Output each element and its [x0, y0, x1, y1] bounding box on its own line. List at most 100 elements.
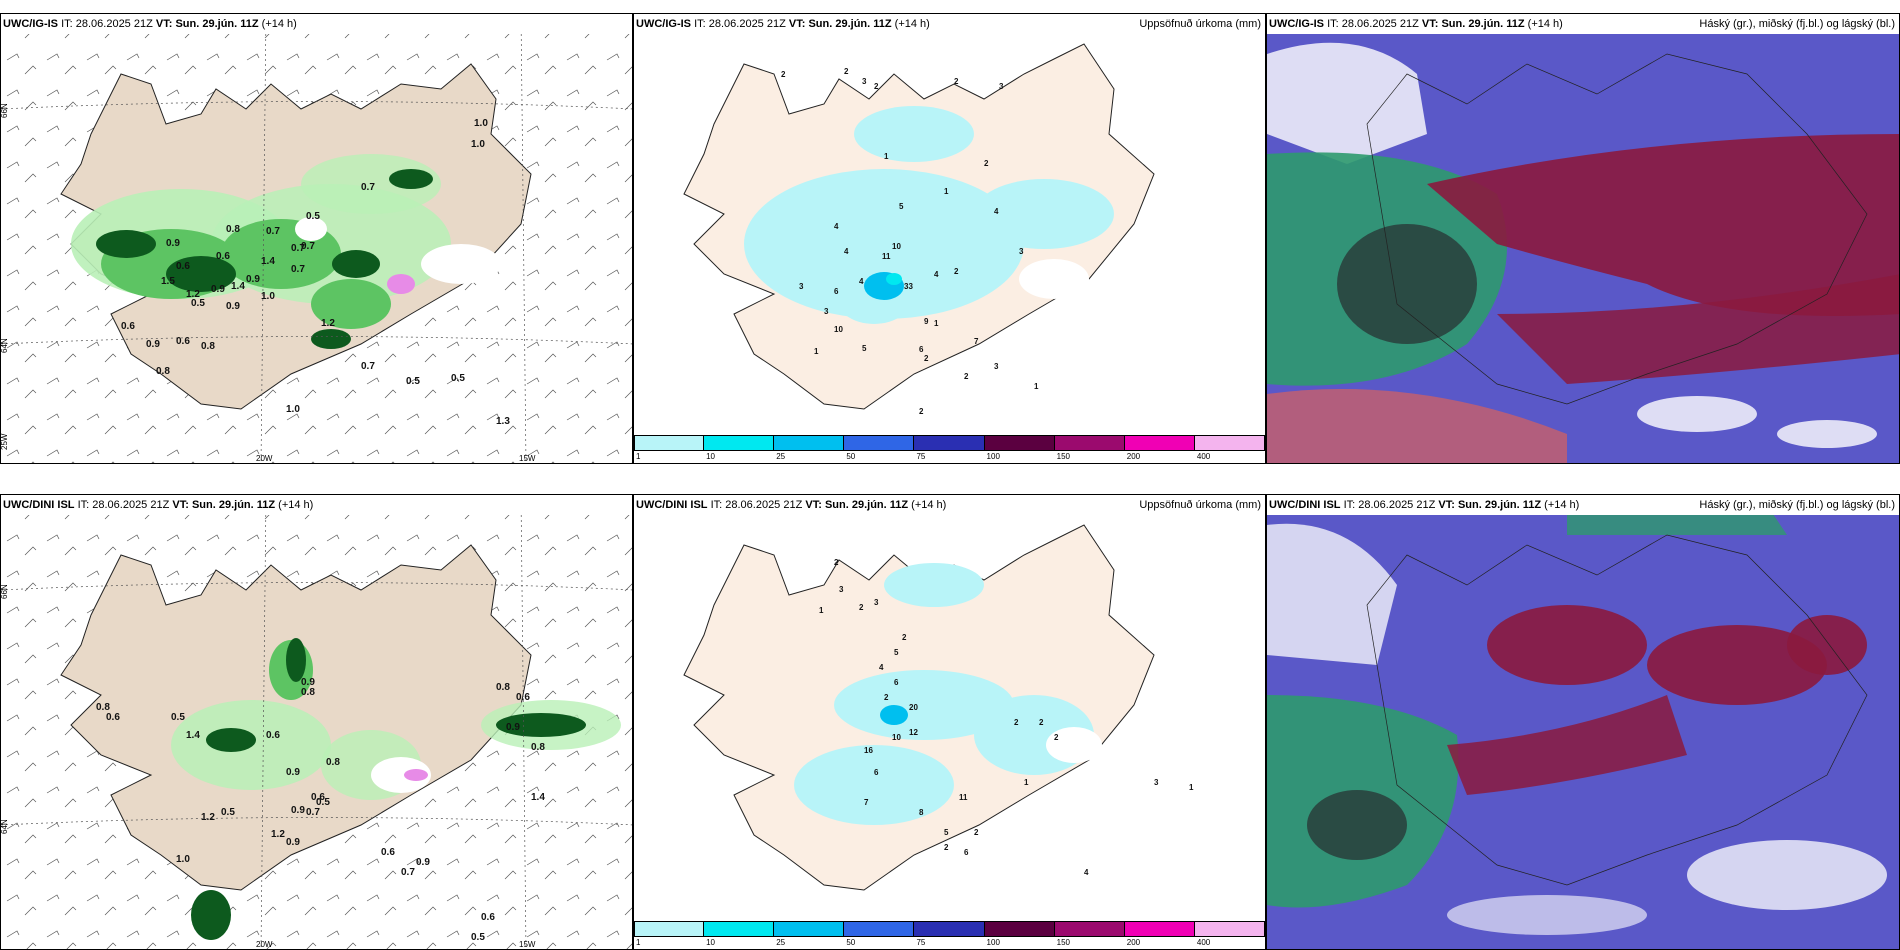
precip-value: 0.9: [301, 677, 315, 688]
precip-value: 0.5: [316, 797, 330, 808]
precip-shading: [171, 638, 621, 940]
valid-time-label: VT:: [155, 18, 173, 30]
colorbar-swatch: [844, 435, 915, 451]
lat-label: 66N: [1, 584, 9, 599]
precip-value: 1.4: [231, 281, 245, 292]
field-title: Uppsöfnuð úrkoma (mm): [1139, 18, 1261, 30]
colorbar-tick: 150: [1056, 938, 1071, 947]
precip-value: 1: [934, 319, 939, 328]
precip-value: 0.6: [176, 261, 190, 272]
model-name: UWC/IG-IS: [3, 18, 58, 30]
precip-value: 0.9: [286, 767, 300, 778]
precip-value: 0.7: [361, 182, 375, 193]
precip-value: 1.2: [186, 289, 200, 300]
precip-shading: [71, 154, 501, 349]
colorbar-swatch: [984, 921, 1055, 937]
precip-value: 1.0: [474, 118, 488, 129]
precip-value: 5: [899, 202, 904, 211]
precip-value: 0.7: [266, 226, 280, 237]
precip-value: 1: [1034, 382, 1039, 391]
precip-value: 3: [799, 282, 804, 291]
precip-value: 0.6: [176, 336, 190, 347]
lead-time: (+14 h): [261, 18, 297, 30]
lead-time: (+14 h): [1527, 18, 1563, 30]
colorbar-tick: 400: [1196, 452, 1211, 461]
field-title: Háský (gr.), miðský (fj.bl.) og lágský (…: [1699, 18, 1895, 30]
colorbar-swatch: [1124, 921, 1195, 937]
colorbar-swatch: [1054, 435, 1125, 451]
colorbar-swatch: [1124, 435, 1195, 451]
precip-value: 3: [999, 82, 1004, 91]
panel-dini-clouds: UWC/DINI ISL IT: 28.06.2025 21Z VT: Sun.…: [1266, 494, 1900, 950]
lat-label: 64N: [1, 819, 9, 834]
precip-value: 2: [974, 828, 979, 837]
precip-value: 0.9: [211, 284, 225, 295]
precip-value: 0.8: [96, 702, 110, 713]
precip-value: 1.2: [321, 318, 335, 329]
init-time-label: IT:: [77, 499, 90, 511]
precip-value: 0.7: [401, 867, 415, 878]
graticule: [1, 14, 632, 463]
colorbar-swatch: [704, 435, 775, 451]
precip-value: 0.9: [506, 722, 520, 733]
precip-value: 0.9: [286, 837, 300, 848]
valid-time-label: VT:: [1438, 499, 1455, 511]
precip-value-labels: 0.90.71.00.70.50.70.80.60.70.91.40.91.00…: [121, 118, 510, 427]
lead-time: (+14 h): [278, 499, 314, 511]
panel-igis-clouds: UWC/IG-IS IT: 28.06.2025 21Z VT: Sun. 29…: [1266, 13, 1900, 464]
lon-label: 25W: [1, 433, 9, 450]
colorbar-tick: 100: [986, 938, 1000, 947]
precip-value: 2: [874, 82, 879, 91]
precip-value: 2: [902, 633, 907, 642]
precip-value: 3: [994, 362, 999, 371]
precip-value: 3: [1019, 247, 1024, 256]
colorbar-tick: 1: [636, 452, 641, 461]
precip-value: 20: [909, 703, 918, 712]
init-time: 28.06.2025 21Z: [708, 18, 786, 30]
precip-value: 10: [834, 325, 843, 334]
precip-value: 4: [844, 247, 849, 256]
precip-value: 0.8: [496, 682, 510, 693]
colorbar-tick: 200: [1126, 452, 1141, 461]
colorbar-swatch: [774, 435, 845, 451]
init-time-label: IT:: [1343, 499, 1356, 511]
lon-label: 20W: [256, 940, 273, 949]
coastline: [1366, 53, 1868, 405]
init-time: 28.06.2025 21Z: [92, 499, 170, 511]
precip-value: 7: [974, 337, 979, 346]
init-time: 28.06.2025 21Z: [725, 499, 803, 511]
precip-shading: [744, 106, 1114, 324]
model-name: UWC/IG-IS: [1269, 18, 1324, 30]
precip-value: 0.6: [381, 847, 395, 858]
precip-value: 1.0: [286, 404, 300, 415]
colorbar: 1 10 25 50 75 100 150 200 400: [634, 435, 1265, 463]
colorbar-tick: 50: [846, 938, 856, 947]
precip-value: 3: [839, 585, 844, 594]
valid-time: Sun. 29.jún. 11Z: [808, 18, 892, 30]
precip-value: 1.3: [496, 416, 510, 427]
colorbar-swatch: [774, 921, 845, 937]
precip-value: 0.6: [121, 321, 135, 332]
panel-igis-accum-precip: UWC/IG-IS IT: 28.06.2025 21Z VT: Sun. 29…: [633, 13, 1266, 464]
precip-value: 1: [1024, 778, 1029, 787]
precip-value: 1: [819, 606, 824, 615]
model-name: UWC/IG-IS: [636, 18, 691, 30]
colorbar: 1 10 25 50 75 100 150 200 400: [634, 921, 1265, 949]
precip-value: 0.8: [326, 757, 340, 768]
init-time-label: IT:: [694, 18, 706, 30]
field-title: Háský (gr.), miðský (fj.bl.) og lágský (…: [1699, 499, 1895, 511]
panel-header: UWC/IG-IS IT: 28.06.2025 21Z VT: Sun. 29…: [634, 14, 1265, 34]
precip-value: 0.9: [416, 857, 430, 868]
cloud-map-canvas: [1267, 14, 1899, 463]
precip-value: 0.8: [156, 366, 170, 377]
precip-value: 1.4: [531, 792, 545, 803]
precip-value: 0.5: [171, 712, 185, 723]
precip-value: 0.5: [471, 932, 485, 943]
valid-time-label: VT:: [788, 18, 806, 30]
precip-value: 0.9: [226, 301, 240, 312]
precip-value: 0.6: [481, 912, 495, 923]
model-name: UWC/DINI ISL: [1269, 499, 1341, 511]
map-canvas: 66N 64N 20W 15W 0.80.6 0.51.41.21.00.90.8…: [1, 495, 632, 949]
